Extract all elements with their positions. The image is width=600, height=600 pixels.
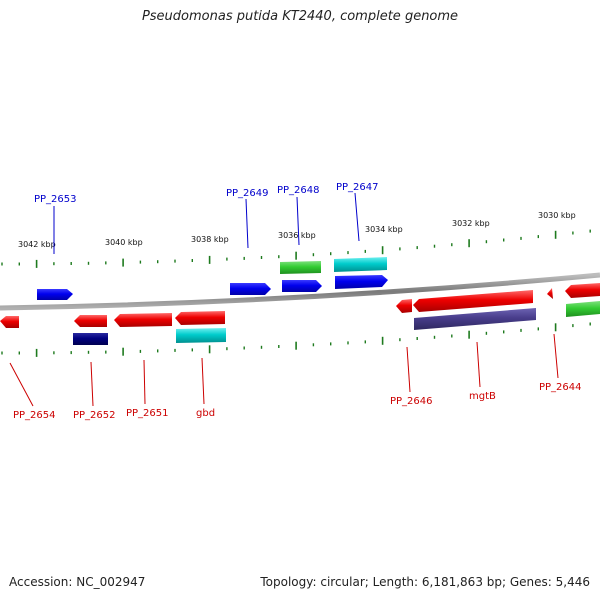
gene-arrow-pp2644[interactable] <box>547 288 553 299</box>
gene-box-cyan-lower[interactable] <box>176 328 226 343</box>
reverse-label-leaders <box>9 333 559 407</box>
gene-arrow-pp2652[interactable] <box>74 315 107 327</box>
gene-label-pp2654[interactable]: PP_2654 <box>13 410 56 421</box>
scale-label: 3034 kbp <box>365 225 403 234</box>
gene-arrow-pp2648[interactable] <box>282 280 322 292</box>
gene-box-purple[interactable] <box>414 308 536 330</box>
reverse-gene-labels: PP_2654 PP_2652 PP_2651 gbd PP_2646 mgtB… <box>13 382 582 421</box>
forward-strand-genes <box>37 257 388 300</box>
genome-backbone <box>0 272 600 311</box>
gene-box-green[interactable] <box>280 261 321 274</box>
genome-summary-text: Topology: circular; Length: 6,181,863 bp… <box>260 575 590 589</box>
gene-label-pp2644[interactable]: PP_2644 <box>539 382 582 393</box>
gene-label-pp2651[interactable]: PP_2651 <box>126 408 169 419</box>
gene-label-pp2647[interactable]: PP_2647 <box>336 182 379 193</box>
forward-label-leaders <box>53 192 360 254</box>
gene-label-pp2653[interactable]: PP_2653 <box>34 194 77 205</box>
scale-label: 3038 kbp <box>191 235 229 244</box>
gene-label-pp2648[interactable]: PP_2648 <box>277 185 320 196</box>
gene-box-green-right[interactable] <box>566 301 600 317</box>
scale-label: 3032 kbp <box>452 219 490 228</box>
gene-arrow-pp2654[interactable] <box>0 316 19 328</box>
reverse-strand-genes <box>0 283 600 345</box>
accession-text: Accession: NC_002947 <box>9 575 146 589</box>
gene-arrow-gbd[interactable] <box>175 311 225 325</box>
gene-arrow-pp2651[interactable] <box>114 313 172 327</box>
scale-label: 3030 kbp <box>538 211 576 220</box>
gene-arrow-pp2646[interactable] <box>396 299 412 313</box>
scale-ticks-outer <box>1 229 591 268</box>
gene-label-pp2646[interactable]: PP_2646 <box>390 396 433 407</box>
gene-label-pp2652[interactable]: PP_2652 <box>73 410 116 421</box>
gene-label-pp2649[interactable]: PP_2649 <box>226 188 269 199</box>
map-title: Pseudomonas putida KT2440, complete geno… <box>141 9 459 24</box>
scale-labels: 3042 kbp 3040 kbp 3038 kbp 3036 kbp 3034… <box>18 211 576 249</box>
gene-arrow-pp2647[interactable] <box>335 275 388 289</box>
gene-arrow-mgtb[interactable] <box>413 290 533 312</box>
gene-label-gbd[interactable]: gbd <box>196 408 215 419</box>
scale-label: 3042 kbp <box>18 240 56 249</box>
gene-box-navy[interactable] <box>73 333 108 345</box>
forward-gene-labels: PP_2653 PP_2649 PP_2648 PP_2647 <box>34 182 379 205</box>
scale-label: 3040 kbp <box>105 238 143 247</box>
gene-arrow-right-edge[interactable] <box>565 283 600 298</box>
gene-label-mgtb[interactable]: mgtB <box>469 391 496 402</box>
gene-arrow-pp2649[interactable] <box>230 283 271 295</box>
scale-label: 3036 kbp <box>278 231 316 240</box>
scale-ticks-inner <box>1 322 591 357</box>
gene-box-cyan-upper[interactable] <box>334 257 387 272</box>
gene-arrow-pp2653[interactable] <box>37 289 73 300</box>
